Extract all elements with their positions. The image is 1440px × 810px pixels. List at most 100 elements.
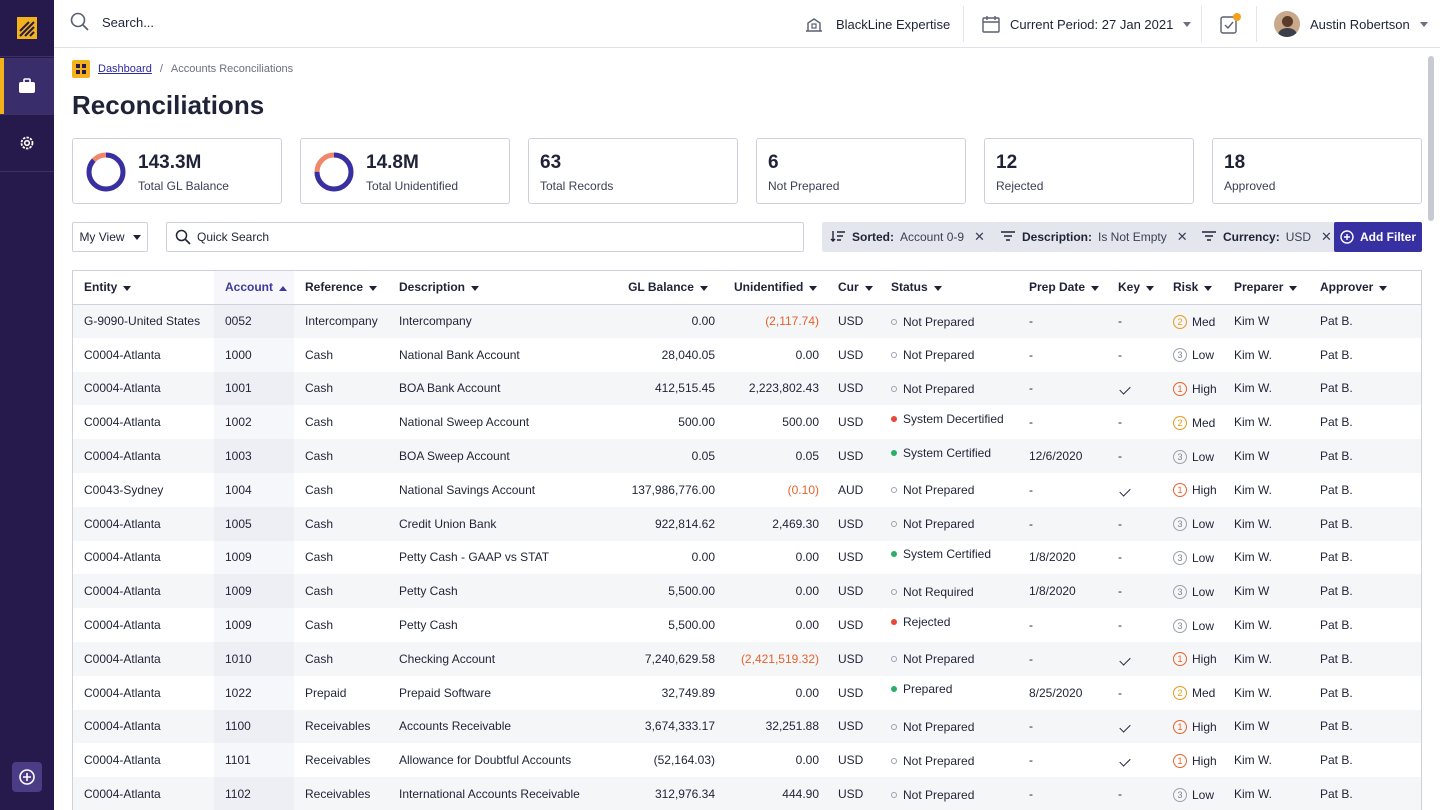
view-selector-label: My View bbox=[79, 230, 125, 244]
cell-unidentified: (0.10) bbox=[723, 472, 827, 507]
table-row[interactable]: C0043-Sydney 1004 Cash National Savings Acc… bbox=[73, 472, 1421, 507]
cell-risk: 3 Low bbox=[1162, 777, 1223, 810]
table-row[interactable]: C0004-Atlanta 1102 Receivables Internationa… bbox=[73, 777, 1421, 810]
table-row[interactable]: G-9090-United States 0052 Intercompany Inte… bbox=[73, 304, 1421, 338]
risk-level-icon: 3 bbox=[1173, 517, 1187, 532]
table-row[interactable]: C0004-Atlanta 1009 Cash Petty Cash - GAAP v… bbox=[73, 540, 1421, 575]
cell-entity: C0004-Atlanta bbox=[73, 709, 214, 744]
table-row[interactable]: C0004-Atlanta 1003 Cash BOA Sweep Account 0.… bbox=[73, 439, 1421, 473]
reconciliations-nav-icon[interactable] bbox=[0, 58, 54, 114]
cell-gl-balance: 500.00 bbox=[610, 405, 723, 440]
table-row[interactable]: C0004-Atlanta 1009 Cash Petty Cash 5,500.00 0… bbox=[73, 574, 1421, 609]
table-row[interactable]: C0004-Atlanta 1101 Receivables Allowance fo… bbox=[73, 743, 1421, 778]
expertise-link[interactable]: BlackLine Expertise bbox=[804, 0, 950, 48]
cell-reference: Cash bbox=[294, 540, 388, 575]
table-row[interactable]: C0004-Atlanta 1100 Receivables Accounts Rec… bbox=[73, 709, 1421, 744]
global-search-input[interactable]: Search... bbox=[102, 14, 155, 30]
cell-approver: Pat B. bbox=[1309, 574, 1421, 609]
summary-card[interactable]: 14.8M Total Unidentified bbox=[300, 138, 510, 204]
cell-entity: C0004-Atlanta bbox=[73, 608, 214, 642]
table-row[interactable]: C0004-Atlanta 1000 Cash National Bank Accou… bbox=[73, 337, 1421, 372]
key-text: - bbox=[1118, 618, 1122, 633]
status-indicator: Not Prepared bbox=[891, 754, 974, 768]
close-icon[interactable]: ✕ bbox=[974, 229, 985, 244]
table-row[interactable]: C0004-Atlanta 1002 Cash National Sweep Acco… bbox=[73, 405, 1421, 440]
page-scrollbar[interactable] bbox=[1428, 56, 1434, 221]
settings-gear-icon[interactable] bbox=[0, 115, 54, 171]
calendar-icon bbox=[982, 16, 1000, 33]
column-header[interactable]: Description bbox=[388, 271, 610, 305]
reconciliations-table: Entity Account Reference Description GL Bala… bbox=[72, 270, 1422, 810]
summary-card[interactable]: 18 Approved bbox=[1212, 138, 1422, 204]
table-row[interactable]: C0004-Atlanta 1001 Cash BOA Bank Account 412… bbox=[73, 371, 1421, 406]
column-header[interactable]: GL Balance bbox=[610, 271, 723, 305]
column-header[interactable]: Entity bbox=[73, 271, 214, 305]
period-label: Current Period: 27 Jan 2021 bbox=[1010, 16, 1174, 32]
column-header[interactable]: Prep Date bbox=[1018, 271, 1107, 305]
column-header-label: Entity bbox=[84, 280, 118, 295]
breadcrumb-dashboard-link[interactable]: Dashboard bbox=[98, 63, 152, 75]
view-selector[interactable]: My View bbox=[72, 222, 148, 252]
cell-preparer: Kim W. bbox=[1223, 405, 1309, 440]
search-icon bbox=[70, 12, 89, 31]
blackline-logo[interactable] bbox=[0, 0, 54, 56]
chevron-down-icon bbox=[132, 234, 141, 240]
cell-entity: C0004-Atlanta bbox=[73, 439, 214, 473]
close-icon[interactable]: ✕ bbox=[1321, 229, 1332, 244]
table-row[interactable]: C0004-Atlanta 1009 Cash Petty Cash 5,500.00 0… bbox=[73, 608, 1421, 642]
cell-gl-balance: 137,986,776.00 bbox=[610, 472, 723, 507]
cell-risk: 2 Med bbox=[1162, 405, 1223, 440]
cell-entity: C0004-Atlanta bbox=[73, 506, 214, 541]
summary-card[interactable]: 6 Not Prepared bbox=[756, 138, 966, 204]
column-header[interactable]: Reference bbox=[294, 271, 388, 305]
risk-indicator: 3 Low bbox=[1173, 449, 1214, 464]
column-header[interactable]: Status bbox=[880, 271, 1018, 305]
period-selector[interactable]: Current Period: 27 Jan 2021 bbox=[982, 0, 1192, 48]
cell-prep-date: - bbox=[1018, 371, 1107, 406]
filter-chip[interactable]: Currency: USD ✕ bbox=[1193, 222, 1340, 252]
status-dot-icon bbox=[891, 757, 897, 764]
cell-risk: 3 Low bbox=[1162, 540, 1223, 575]
cell-prep-date: - bbox=[1018, 506, 1107, 541]
table-row[interactable]: C0004-Atlanta 1010 Cash Checking Account 7,2… bbox=[73, 641, 1421, 676]
column-header[interactable]: Preparer bbox=[1223, 271, 1309, 305]
add-circle-icon[interactable] bbox=[12, 762, 42, 792]
cell-key bbox=[1107, 709, 1162, 744]
status-text: Not Prepared bbox=[903, 719, 975, 734]
table-row[interactable]: C0004-Atlanta 1022 Prepaid Prepaid Softwar… bbox=[73, 675, 1421, 710]
filter-chip[interactable]: Sorted: Account 0-9 ✕ bbox=[822, 222, 993, 252]
column-header[interactable]: Unidentified bbox=[723, 271, 827, 305]
cell-status: Not Prepared bbox=[880, 337, 1018, 372]
summary-card[interactable]: 143.3M Total GL Balance bbox=[72, 138, 282, 204]
chevron-down-icon bbox=[471, 285, 480, 291]
column-header[interactable]: Key bbox=[1107, 271, 1162, 305]
cell-description: Allowance for Doubtful Accounts bbox=[388, 743, 610, 778]
table-row[interactable]: C0004-Atlanta 1005 Cash Credit Union Bank 92… bbox=[73, 506, 1421, 541]
risk-level-icon: 2 bbox=[1173, 314, 1187, 329]
cell-currency: USD bbox=[827, 709, 880, 744]
summary-card[interactable]: 63 Total Records bbox=[528, 138, 738, 204]
filter-chip[interactable]: Description: Is Not Empty ✕ bbox=[992, 222, 1196, 252]
global-search[interactable]: Search... bbox=[70, 12, 154, 32]
add-filter-button[interactable]: Add Filter bbox=[1334, 222, 1422, 252]
cell-prep-date: - bbox=[1018, 743, 1107, 778]
risk-indicator: 3 Low bbox=[1173, 348, 1214, 363]
column-header[interactable]: Account bbox=[214, 271, 294, 305]
risk-indicator: 3 Low bbox=[1173, 787, 1214, 802]
cell-preparer: Kim W. bbox=[1223, 337, 1309, 372]
quick-search-input[interactable]: Quick Search bbox=[166, 222, 804, 252]
left-rail bbox=[0, 0, 54, 810]
close-icon[interactable]: ✕ bbox=[1176, 229, 1188, 244]
cell-gl-balance: 32,749.89 bbox=[610, 675, 723, 710]
tasks-button[interactable] bbox=[1218, 0, 1242, 48]
breadcrumb-separator: / bbox=[159, 63, 163, 75]
status-text: Not Required bbox=[903, 584, 974, 599]
summary-value: 6 bbox=[768, 152, 779, 173]
cell-risk: 1 High bbox=[1162, 472, 1223, 507]
column-header[interactable]: Approver bbox=[1309, 271, 1421, 305]
column-header[interactable]: Risk bbox=[1162, 271, 1223, 305]
cell-risk: 1 High bbox=[1162, 641, 1223, 676]
summary-card[interactable]: 12 Rejected bbox=[984, 138, 1194, 204]
user-menu[interactable]: Austin Robertson bbox=[1274, 0, 1428, 48]
column-header[interactable]: Cur bbox=[827, 271, 880, 305]
